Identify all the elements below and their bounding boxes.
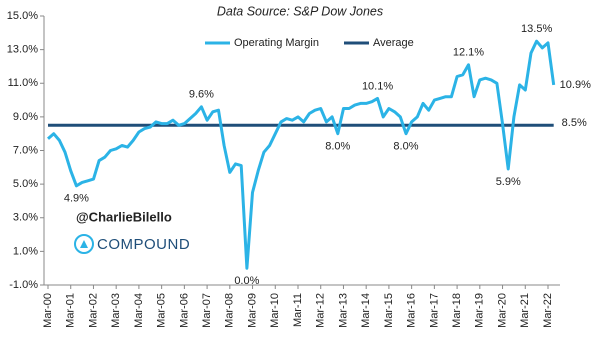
x-tick-label: Mar-01 bbox=[65, 293, 77, 328]
y-tick-label: 3.0% bbox=[13, 212, 38, 224]
data-label: 12.1% bbox=[453, 47, 484, 59]
x-tick-label: Mar-08 bbox=[224, 293, 236, 328]
x-tick-label: Mar-03 bbox=[110, 293, 122, 328]
x-tick-label: Mar-18 bbox=[451, 293, 463, 328]
x-tick-label: Mar-12 bbox=[315, 293, 327, 328]
x-tick-label: Mar-19 bbox=[474, 293, 486, 328]
y-tick-label: 5.0% bbox=[13, 178, 38, 190]
y-tick-label: -1.0% bbox=[9, 279, 38, 291]
watermark-brand: COMPOUND bbox=[97, 236, 190, 253]
x-tick-label: Mar-06 bbox=[178, 293, 190, 328]
x-tick-label: Mar-14 bbox=[360, 293, 372, 328]
x-tick-label: Mar-00 bbox=[42, 293, 54, 328]
logo bbox=[74, 234, 94, 254]
data-label: 10.9% bbox=[560, 79, 591, 91]
data-label: 8.0% bbox=[393, 141, 418, 153]
y-tick-label: 13.0% bbox=[7, 44, 38, 56]
y-tick-label: 7.0% bbox=[13, 144, 38, 156]
watermark-handle: @CharlieBilello bbox=[76, 209, 172, 224]
data-label: 0.0% bbox=[234, 275, 259, 287]
x-tick-label: Mar-04 bbox=[133, 293, 145, 328]
watermark: @CharlieBilello COMPOUND bbox=[74, 209, 190, 254]
x-tick-label: Mar-13 bbox=[337, 293, 349, 328]
average-label: 8.5% bbox=[562, 117, 587, 129]
x-tick-label: Mar-10 bbox=[269, 293, 281, 328]
chart-title: Data Source: S&P Dow Jones bbox=[217, 4, 383, 18]
y-tick-label: 9.0% bbox=[13, 111, 38, 123]
data-label: 5.9% bbox=[496, 176, 521, 188]
data-label: 8.0% bbox=[325, 141, 350, 153]
x-tick-label: Mar-05 bbox=[156, 293, 168, 328]
data-label: 9.6% bbox=[189, 89, 214, 101]
data-label: 4.9% bbox=[64, 193, 89, 205]
x-tick-label: Mar-16 bbox=[406, 293, 418, 328]
x-tick-label: Mar-20 bbox=[496, 293, 508, 328]
x-tick-label: Mar-17 bbox=[428, 293, 440, 328]
x-tick-label: Mar-15 bbox=[383, 293, 395, 328]
y-tick-label: 15.0% bbox=[7, 10, 38, 22]
logo-mark bbox=[80, 240, 88, 248]
series-line bbox=[47, 39, 556, 270]
data-label: 10.1% bbox=[362, 80, 393, 92]
data-label: 13.5% bbox=[521, 23, 552, 35]
x-tick-label: Mar-21 bbox=[519, 293, 531, 328]
x-tick-label: Mar-07 bbox=[201, 293, 213, 328]
y-tick-label: 1.0% bbox=[13, 245, 38, 257]
x-tick-label: Mar-22 bbox=[542, 293, 554, 328]
x-tick-label: Mar-11 bbox=[292, 293, 304, 327]
legend-label: Operating Margin bbox=[234, 37, 319, 49]
y-tick-label: 11.0% bbox=[8, 77, 39, 89]
x-tick-label: Mar-09 bbox=[246, 293, 258, 328]
legend-label: Average bbox=[373, 37, 414, 49]
x-tick-label: Mar-02 bbox=[87, 293, 99, 328]
